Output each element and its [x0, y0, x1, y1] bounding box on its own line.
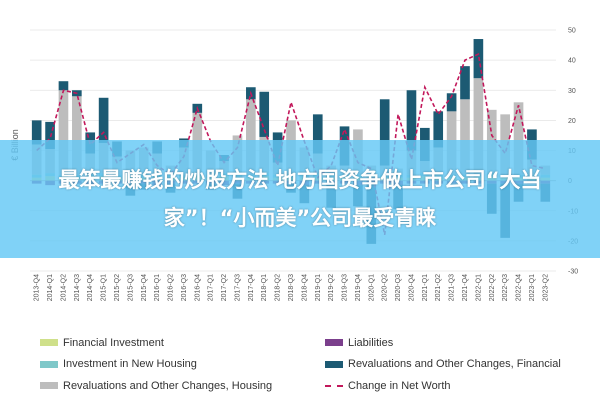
x-tick-label: 2022-Q2	[489, 274, 496, 301]
bar-revaluations-financial	[98, 97, 109, 143]
x-tick-label: 2016-Q3	[181, 274, 188, 301]
bar-revaluations-housing	[460, 99, 470, 175]
x-tick-label: 2023-Q2	[542, 274, 549, 301]
x-tick-label: 2017-Q1	[208, 274, 215, 301]
x-tick-label: 2019-Q3	[342, 274, 349, 301]
bar-revaluations-financial	[58, 81, 69, 91]
legend-item: Revaluations and Other Changes, Housing	[40, 378, 325, 393]
bar-revaluations-housing	[246, 99, 256, 175]
x-tick-label: 2018-Q3	[288, 274, 295, 301]
bar-revaluations-financial	[406, 90, 417, 151]
bar-revaluations-financial	[446, 93, 457, 112]
x-tick-label: 2015-Q4	[141, 274, 148, 301]
x-tick-label: 2022-Q1	[475, 274, 482, 301]
x-tick-label: 2016-Q2	[168, 274, 175, 301]
x-tick-label: 2017-Q4	[248, 274, 255, 301]
x-tick-label: 2020-Q2	[382, 274, 389, 301]
legend-color-swatch	[325, 360, 343, 368]
y-tick-label: 30	[568, 88, 576, 95]
legend-label: Liabilities	[348, 336, 394, 349]
x-tick-label: 2014-Q1	[47, 274, 54, 301]
x-tick-label: 2020-Q1	[368, 274, 375, 301]
legend-label: Change in Net Worth	[348, 379, 451, 392]
x-tick-label: 2020-Q3	[395, 274, 402, 301]
legend-label: Revaluations and Other Changes, Housing	[63, 379, 273, 392]
x-tick-label: 2018-Q1	[261, 274, 268, 301]
bar-revaluations-housing	[473, 78, 484, 175]
x-tick-label: 2014-Q4	[87, 274, 94, 301]
x-tick-label: 2021-Q3	[449, 274, 456, 301]
legend-color-swatch	[40, 382, 58, 390]
x-tick-label: 2017-Q3	[234, 274, 241, 301]
headline-banner: 最笨最赚钱的炒股方法 地方国资争做上市公司“大当家”！“小而美”公司最受青睐	[0, 140, 600, 258]
bar-revaluations-financial	[312, 114, 323, 154]
y-tick-label: 40	[568, 58, 576, 65]
bar-revaluations-financial	[460, 66, 470, 100]
y-tick-label: 50	[568, 28, 576, 35]
legend-item: Revaluations and Other Changes, Financia…	[325, 357, 580, 372]
legend-item: Financial Investment	[40, 335, 325, 350]
headline-text: 最笨最赚钱的炒股方法 地方国资争做上市公司“大当家”！“小而美”公司最受青睐	[58, 168, 542, 230]
x-tick-label: 2019-Q2	[328, 274, 335, 301]
bar-revaluations-housing	[58, 90, 69, 175]
bar-revaluations-housing	[72, 96, 82, 175]
x-tick-label: 2021-Q1	[422, 274, 429, 301]
x-tick-label: 2018-Q2	[275, 274, 282, 301]
bar-revaluations-financial	[45, 121, 55, 149]
legend-color-swatch	[325, 339, 343, 346]
legend-label: Investment in New Housing	[63, 358, 197, 371]
x-tick-label: 2015-Q3	[127, 274, 134, 301]
legend-item: Investment in New Housing	[40, 357, 325, 372]
legend-item: Change in Net Worth	[325, 378, 580, 393]
legend: Financial Investment Liabilities Investmen…	[40, 335, 580, 395]
x-tick-label: 2021-Q2	[435, 274, 442, 301]
x-tick-label: 2014-Q3	[74, 274, 81, 301]
x-tick-label: 2014-Q2	[60, 274, 67, 301]
bar-revaluations-financial	[31, 120, 42, 145]
x-tick-label: 2019-Q4	[355, 274, 362, 301]
legend-color-swatch	[40, 360, 58, 368]
x-tick-label: 2016-Q4	[194, 274, 201, 301]
y-tick-label: 20	[568, 118, 576, 125]
x-tick-label: 2019-Q1	[315, 274, 322, 301]
bar-revaluations-financial	[259, 91, 270, 137]
x-tick-label: 2015-Q2	[114, 274, 121, 301]
bar-revaluations-financial	[379, 99, 390, 166]
x-tick-label: 2021-Q4	[462, 274, 469, 301]
y-tick-label: -30	[568, 269, 578, 276]
x-tick-labels: 2013-Q4 2014-Q1 2014-Q2 2014-Q3 2014-Q4 2015-…	[34, 274, 550, 301]
x-tick-label: 2022-Q4	[516, 274, 523, 301]
x-tick-label: 2023-Q1	[529, 274, 536, 301]
legend-color-swatch	[40, 339, 58, 346]
bar-revaluations-financial	[433, 111, 444, 148]
legend-label: Financial Investment	[63, 336, 164, 349]
x-tick-label: 2022-Q3	[502, 274, 509, 301]
x-tick-label: 2020-Q4	[408, 274, 415, 301]
x-tick-label: 2013-Q4	[34, 274, 41, 301]
legend-item: Liabilities	[325, 335, 580, 350]
legend-label: Revaluations and Other Changes, Financia…	[348, 358, 561, 371]
bar-revaluations-housing	[513, 102, 524, 175]
legend-line-swatch	[325, 384, 343, 387]
x-tick-label: 2018-Q4	[301, 274, 308, 301]
x-tick-label: 2017-Q2	[221, 274, 228, 301]
x-tick-label: 2016-Q1	[154, 274, 161, 301]
x-tick-label: 2015-Q1	[101, 274, 108, 301]
